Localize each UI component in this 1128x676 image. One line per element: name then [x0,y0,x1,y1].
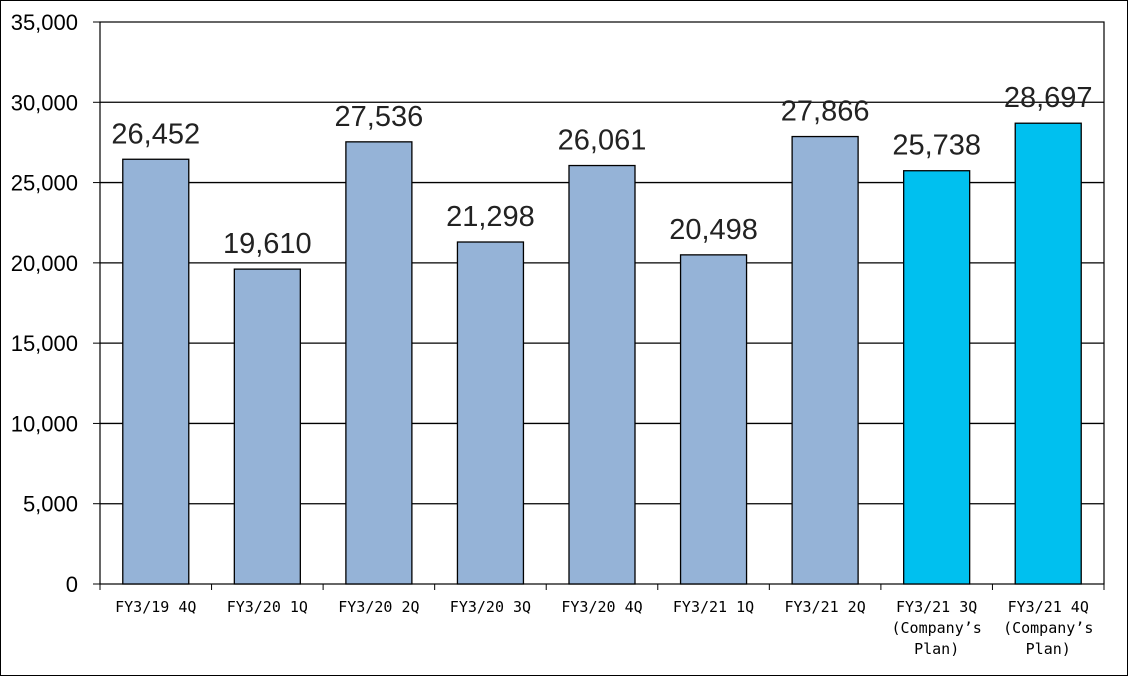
bar[interactable] [568,164,636,585]
y-tick-label: 5,000 [23,492,78,517]
data-label: 26,061 [558,125,647,157]
y-tick-label: 35,000 [11,10,78,35]
bar[interactable] [122,158,190,585]
data-label: 20,498 [669,214,758,246]
data-label: 27,536 [335,101,424,133]
x-tick-label: FY3/19 4Q [115,598,196,616]
x-tick-label: FY3/21 3Q [896,598,977,616]
data-label: 19,610 [223,228,312,260]
data-label: 26,452 [111,118,200,150]
data-label: 28,697 [1004,82,1093,114]
bar[interactable] [903,170,971,585]
x-tick-label: Plan) [1026,640,1071,658]
bar[interactable] [233,268,301,585]
bar[interactable] [345,141,413,585]
y-tick-label: 20,000 [11,251,78,276]
y-tick-label: 25,000 [11,171,78,196]
data-label: 25,738 [892,130,981,162]
data-label: 27,866 [781,96,870,128]
y-tick-label: 0 [66,572,78,597]
x-tick-label: FY3/21 4Q [1008,598,1089,616]
x-tick-label: FY3/21 2Q [784,598,865,616]
x-tick-label: (Company’s [892,619,982,637]
x-tick-label: (Company’s [1003,619,1093,637]
bar[interactable] [456,241,525,585]
x-tick-label: FY3/20 1Q [227,598,308,616]
data-label: 21,298 [446,201,535,233]
y-tick-label: 10,000 [11,411,78,436]
bar[interactable] [679,254,748,585]
x-tick-label: Plan) [914,640,959,658]
x-tick-label: FY3/20 4Q [561,598,642,616]
bar[interactable] [1014,122,1082,585]
x-tick-label: FY3/20 3Q [450,598,531,616]
bar[interactable] [791,135,859,585]
x-tick-label: FY3/20 2Q [338,598,419,616]
x-tick-label: FY3/21 1Q [673,598,754,616]
y-tick-label: 30,000 [11,90,78,115]
y-tick-label: 15,000 [11,331,78,356]
